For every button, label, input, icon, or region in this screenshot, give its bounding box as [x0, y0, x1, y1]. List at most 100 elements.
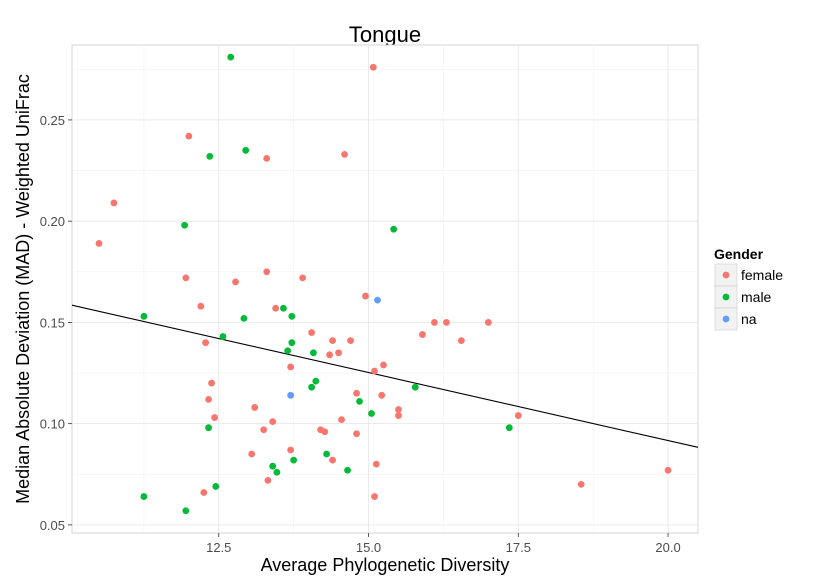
- plot-panel: [71, 44, 699, 534]
- chart-title: Tongue: [349, 22, 421, 47]
- data-point-female: [287, 363, 295, 371]
- data-point-female: [264, 476, 272, 484]
- data-point-male: [181, 221, 189, 229]
- y-tick-label: 0.05: [40, 518, 65, 533]
- data-point-female: [347, 337, 354, 345]
- data-point-female: [110, 199, 118, 207]
- x-tick-label: 12.5: [206, 540, 231, 555]
- data-point-male: [505, 424, 513, 432]
- data-point-female: [248, 450, 256, 458]
- data-point-female: [263, 154, 271, 162]
- data-point-female: [299, 274, 307, 282]
- data-point-female: [263, 268, 271, 276]
- data-point-female: [200, 489, 208, 496]
- legend-label: na: [741, 311, 757, 327]
- data-point-female: [431, 319, 438, 326]
- data-point-female: [321, 428, 329, 436]
- data-point-female: [329, 456, 336, 464]
- data-point-female: [287, 446, 295, 454]
- legend-title: Gender: [714, 246, 764, 262]
- data-points: [95, 53, 672, 515]
- data-point-na: [374, 296, 381, 304]
- data-point-male: [310, 349, 317, 357]
- data-point-female: [329, 337, 336, 345]
- data-point-male: [240, 314, 248, 322]
- data-point-male: [140, 493, 148, 500]
- data-point-female: [260, 426, 268, 434]
- data-point-male: [206, 152, 214, 160]
- data-point-male: [182, 507, 190, 515]
- data-point-female: [341, 150, 348, 158]
- trend-line: [71, 304, 699, 448]
- data-point-male: [227, 53, 235, 61]
- data-point-male: [288, 312, 296, 320]
- x-tick-label: 17.5: [506, 540, 531, 555]
- data-point-female: [335, 349, 342, 357]
- data-point-female: [362, 292, 369, 300]
- data-point-male: [205, 424, 212, 432]
- data-point-male: [280, 304, 287, 312]
- data-point-female: [380, 361, 387, 369]
- data-point-male: [308, 383, 316, 391]
- data-point-male: [273, 468, 281, 476]
- data-point-female: [371, 367, 378, 375]
- data-point-female: [251, 404, 259, 411]
- data-point-female: [205, 395, 212, 403]
- data-point-female: [326, 351, 333, 359]
- y-axis-ticks: 0.05 0.10 0.15 0.20 0.25: [40, 113, 72, 533]
- data-point-female: [369, 63, 377, 71]
- data-point-female: [577, 481, 585, 488]
- y-tick-label: 0.10: [40, 417, 65, 432]
- legend-key-marker: [722, 293, 730, 301]
- legend-label: male: [741, 289, 772, 305]
- y-tick-label: 0.20: [40, 214, 65, 229]
- data-point-female: [269, 418, 277, 426]
- data-point-female: [395, 412, 402, 419]
- legend-key-marker: [722, 315, 730, 323]
- data-point-male: [242, 146, 250, 154]
- data-point-female: [308, 329, 316, 336]
- data-point-female: [185, 132, 193, 140]
- data-point-female: [182, 274, 190, 282]
- grid-lines: [72, 45, 698, 533]
- data-point-female: [484, 319, 492, 326]
- data-point-male: [344, 466, 351, 474]
- data-point-female: [371, 493, 378, 500]
- data-point-male: [323, 450, 330, 458]
- data-point-female: [232, 278, 239, 286]
- data-point-female: [211, 414, 218, 421]
- data-point-male: [140, 312, 148, 320]
- y-tick-label: 0.15: [40, 315, 65, 330]
- data-point-female: [202, 339, 209, 347]
- trend-line-group: [71, 304, 699, 448]
- y-axis-label: Median Absolute Deviation (MAD) - Weight…: [13, 74, 33, 504]
- data-point-male: [269, 462, 277, 470]
- data-point-female: [95, 240, 103, 247]
- x-tick-label: 15.0: [356, 540, 381, 555]
- x-tick-label: 20.0: [655, 540, 680, 555]
- data-point-male: [284, 347, 292, 355]
- data-point-female: [338, 416, 345, 424]
- data-point-female: [372, 460, 380, 468]
- data-point-female: [272, 304, 280, 312]
- x-axis-label: Average Phylogenetic Diversity: [261, 555, 510, 575]
- data-point-male: [290, 456, 298, 464]
- legend: Gender female male na: [714, 246, 783, 331]
- legend-entries: female male na: [714, 263, 783, 331]
- data-point-female: [353, 389, 360, 397]
- legend-label: female: [741, 267, 783, 283]
- data-point-male: [390, 225, 398, 233]
- data-point-male: [356, 397, 363, 405]
- data-point-male: [411, 383, 419, 391]
- data-point-female: [514, 412, 522, 419]
- x-axis-ticks: 12.5 15.0 17.5 20.0: [206, 533, 681, 555]
- data-point-male: [312, 377, 320, 385]
- data-point-female: [443, 319, 450, 326]
- data-point-male: [212, 483, 220, 490]
- y-tick-label: 0.25: [40, 113, 65, 128]
- data-point-female: [419, 331, 426, 338]
- legend-key-marker: [722, 271, 730, 279]
- data-point-female: [395, 406, 402, 413]
- data-point-female: [457, 337, 465, 345]
